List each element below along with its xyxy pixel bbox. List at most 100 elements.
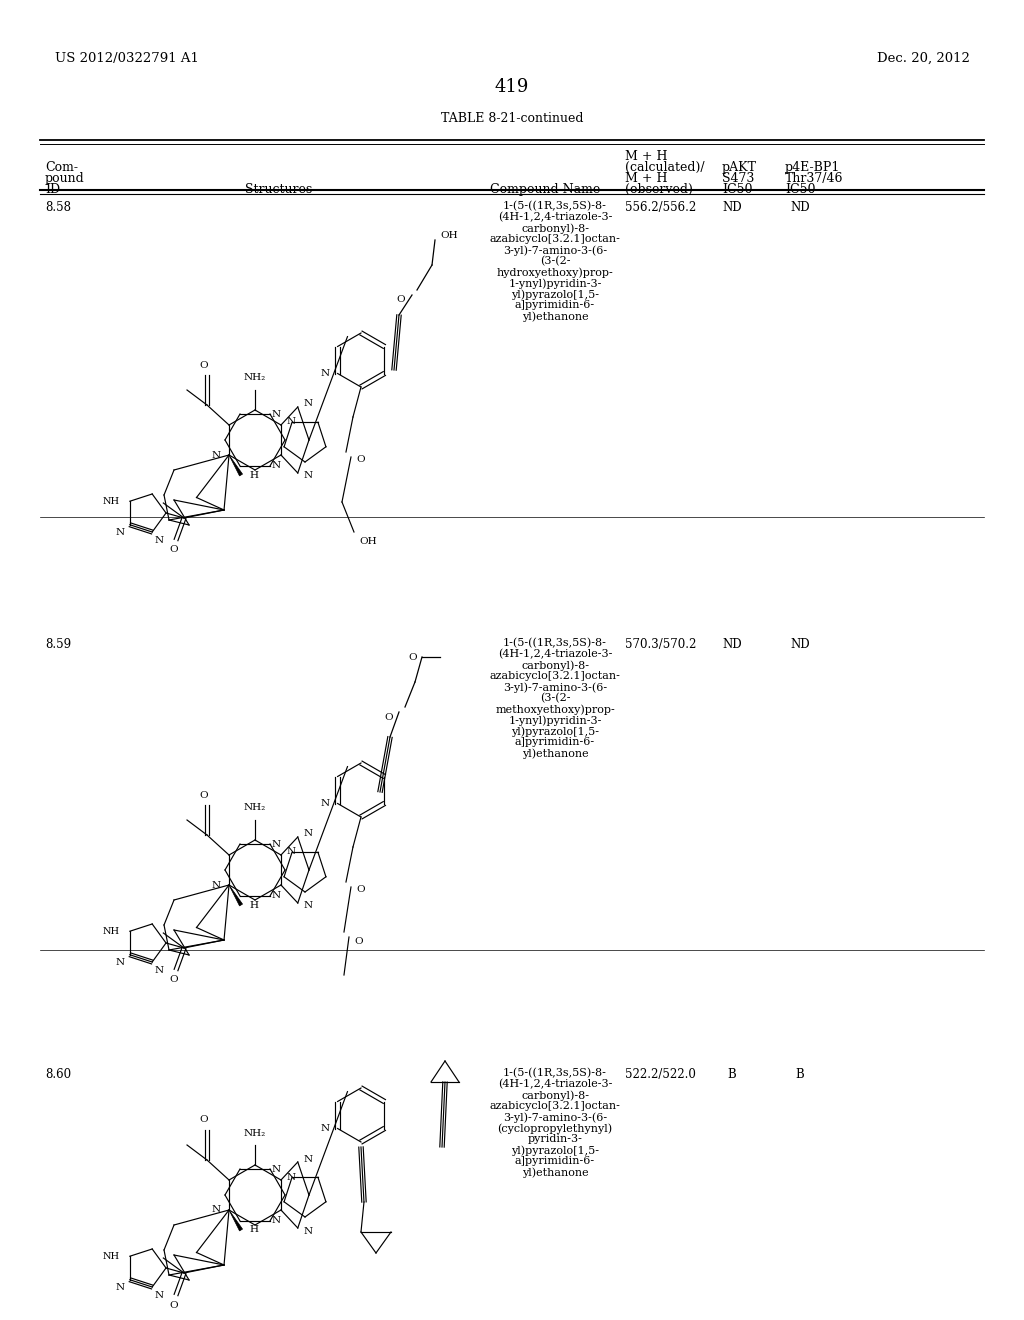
Text: B: B: [796, 1068, 805, 1081]
Text: N: N: [271, 1164, 281, 1173]
Text: IC50: IC50: [785, 183, 815, 195]
Text: ND: ND: [722, 638, 741, 651]
Text: carbonyl)-8-: carbonyl)-8-: [521, 660, 589, 671]
Text: O: O: [354, 937, 362, 946]
Text: NH₂: NH₂: [244, 804, 266, 813]
Text: H: H: [249, 470, 258, 479]
Text: methoxyethoxy)prop-: methoxyethoxy)prop-: [496, 704, 614, 714]
Text: N: N: [271, 409, 281, 418]
Text: N: N: [155, 536, 163, 545]
Text: 3-yl)-7-amino-3-(6-: 3-yl)-7-amino-3-(6-: [503, 682, 607, 693]
Text: 570.3/570.2: 570.3/570.2: [625, 638, 696, 651]
Text: ID: ID: [45, 183, 60, 195]
Text: NH: NH: [102, 496, 120, 506]
Text: 1-(5-((1R,3s,5S)-8-: 1-(5-((1R,3s,5S)-8-: [503, 638, 607, 648]
Text: N: N: [271, 840, 281, 849]
Text: N: N: [321, 1125, 330, 1133]
Text: N: N: [271, 891, 281, 900]
Text: yl)ethanone: yl)ethanone: [521, 312, 589, 322]
Text: 419: 419: [495, 78, 529, 96]
Text: N: N: [287, 847, 296, 857]
Text: OH: OH: [440, 231, 458, 239]
Text: (cyclopropylethynyl): (cyclopropylethynyl): [498, 1123, 612, 1134]
Text: 1-ynyl)pyridin-3-: 1-ynyl)pyridin-3-: [508, 715, 602, 726]
Text: N: N: [287, 1172, 296, 1181]
Text: 1-ynyl)pyridin-3-: 1-ynyl)pyridin-3-: [508, 279, 602, 289]
Text: 8.59: 8.59: [45, 638, 71, 651]
Text: S473: S473: [722, 172, 755, 185]
Text: yl)pyrazolo[1,5-: yl)pyrazolo[1,5-: [511, 289, 599, 300]
Text: O: O: [170, 975, 178, 985]
Text: Structures: Structures: [245, 183, 312, 195]
Text: Compound Name: Compound Name: [490, 183, 600, 195]
Text: (4H-1,2,4-triazole-3-: (4H-1,2,4-triazole-3-: [498, 213, 612, 222]
Text: OH: OH: [359, 537, 377, 546]
Text: O: O: [396, 296, 406, 305]
Text: Thr37/46: Thr37/46: [785, 172, 844, 185]
Text: IC50: IC50: [722, 183, 753, 195]
Text: N: N: [287, 417, 296, 426]
Text: yl)pyrazolo[1,5-: yl)pyrazolo[1,5-: [511, 726, 599, 737]
Text: B: B: [728, 1068, 736, 1081]
Text: (calculated)/: (calculated)/: [625, 161, 705, 174]
Text: yl)ethanone: yl)ethanone: [521, 1167, 589, 1177]
Text: yl)ethanone: yl)ethanone: [521, 748, 589, 759]
Text: N: N: [321, 370, 330, 378]
Text: O: O: [409, 652, 417, 661]
Text: O: O: [170, 545, 178, 554]
Text: a]pyrimidin-6-: a]pyrimidin-6-: [515, 300, 595, 310]
Text: 3-yl)-7-amino-3-(6-: 3-yl)-7-amino-3-(6-: [503, 1111, 607, 1122]
Text: 522.2/522.0: 522.2/522.0: [625, 1068, 696, 1081]
Text: 8.60: 8.60: [45, 1068, 71, 1081]
Text: 8.58: 8.58: [45, 201, 71, 214]
Text: ND: ND: [791, 201, 810, 214]
Text: 1-(5-((1R,3s,5S)-8-: 1-(5-((1R,3s,5S)-8-: [503, 1068, 607, 1078]
Text: a]pyrimidin-6-: a]pyrimidin-6-: [515, 737, 595, 747]
Text: O: O: [356, 886, 365, 895]
Text: N: N: [271, 1217, 281, 1225]
Text: N: N: [155, 1291, 163, 1299]
Text: O: O: [200, 791, 208, 800]
Text: Dec. 20, 2012: Dec. 20, 2012: [878, 51, 970, 65]
Text: N: N: [116, 528, 125, 537]
Text: (4H-1,2,4-triazole-3-: (4H-1,2,4-triazole-3-: [498, 649, 612, 660]
Text: carbonyl)-8-: carbonyl)-8-: [521, 1090, 589, 1101]
Text: NH₂: NH₂: [244, 1129, 266, 1138]
Text: (3-(2-: (3-(2-: [540, 256, 570, 267]
Text: pyridin-3-: pyridin-3-: [527, 1134, 583, 1144]
Text: pound: pound: [45, 172, 85, 185]
Text: N: N: [304, 829, 313, 838]
Text: N: N: [212, 880, 221, 890]
Text: N: N: [116, 958, 125, 968]
Text: N: N: [116, 1283, 125, 1292]
Text: N: N: [155, 965, 163, 974]
Polygon shape: [229, 1210, 243, 1232]
Text: O: O: [356, 455, 365, 465]
Text: NH: NH: [102, 927, 120, 936]
Text: 556.2/556.2: 556.2/556.2: [625, 201, 696, 214]
Text: N: N: [304, 902, 313, 911]
Text: H: H: [249, 1225, 258, 1234]
Text: azabicyclo[3.2.1]octan-: azabicyclo[3.2.1]octan-: [489, 234, 621, 244]
Text: N: N: [304, 1155, 313, 1163]
Text: (3-(2-: (3-(2-: [540, 693, 570, 704]
Text: O: O: [170, 1300, 178, 1309]
Text: yl)pyrazolo[1,5-: yl)pyrazolo[1,5-: [511, 1144, 599, 1155]
Polygon shape: [229, 884, 243, 906]
Text: O: O: [384, 713, 393, 722]
Text: 1-(5-((1R,3s,5S)-8-: 1-(5-((1R,3s,5S)-8-: [503, 201, 607, 211]
Text: azabicyclo[3.2.1]octan-: azabicyclo[3.2.1]octan-: [489, 671, 621, 681]
Text: O: O: [200, 360, 208, 370]
Text: US 2012/0322791 A1: US 2012/0322791 A1: [55, 51, 199, 65]
Text: N: N: [304, 400, 313, 408]
Text: O: O: [200, 1115, 208, 1125]
Text: NH₂: NH₂: [244, 374, 266, 383]
Text: N: N: [212, 450, 221, 459]
Text: M + H: M + H: [625, 172, 668, 185]
Text: ND: ND: [791, 638, 810, 651]
Text: N: N: [212, 1205, 221, 1214]
Text: (observed): (observed): [625, 183, 693, 195]
Text: N: N: [304, 471, 313, 480]
Text: ND: ND: [722, 201, 741, 214]
Text: Com-: Com-: [45, 161, 78, 174]
